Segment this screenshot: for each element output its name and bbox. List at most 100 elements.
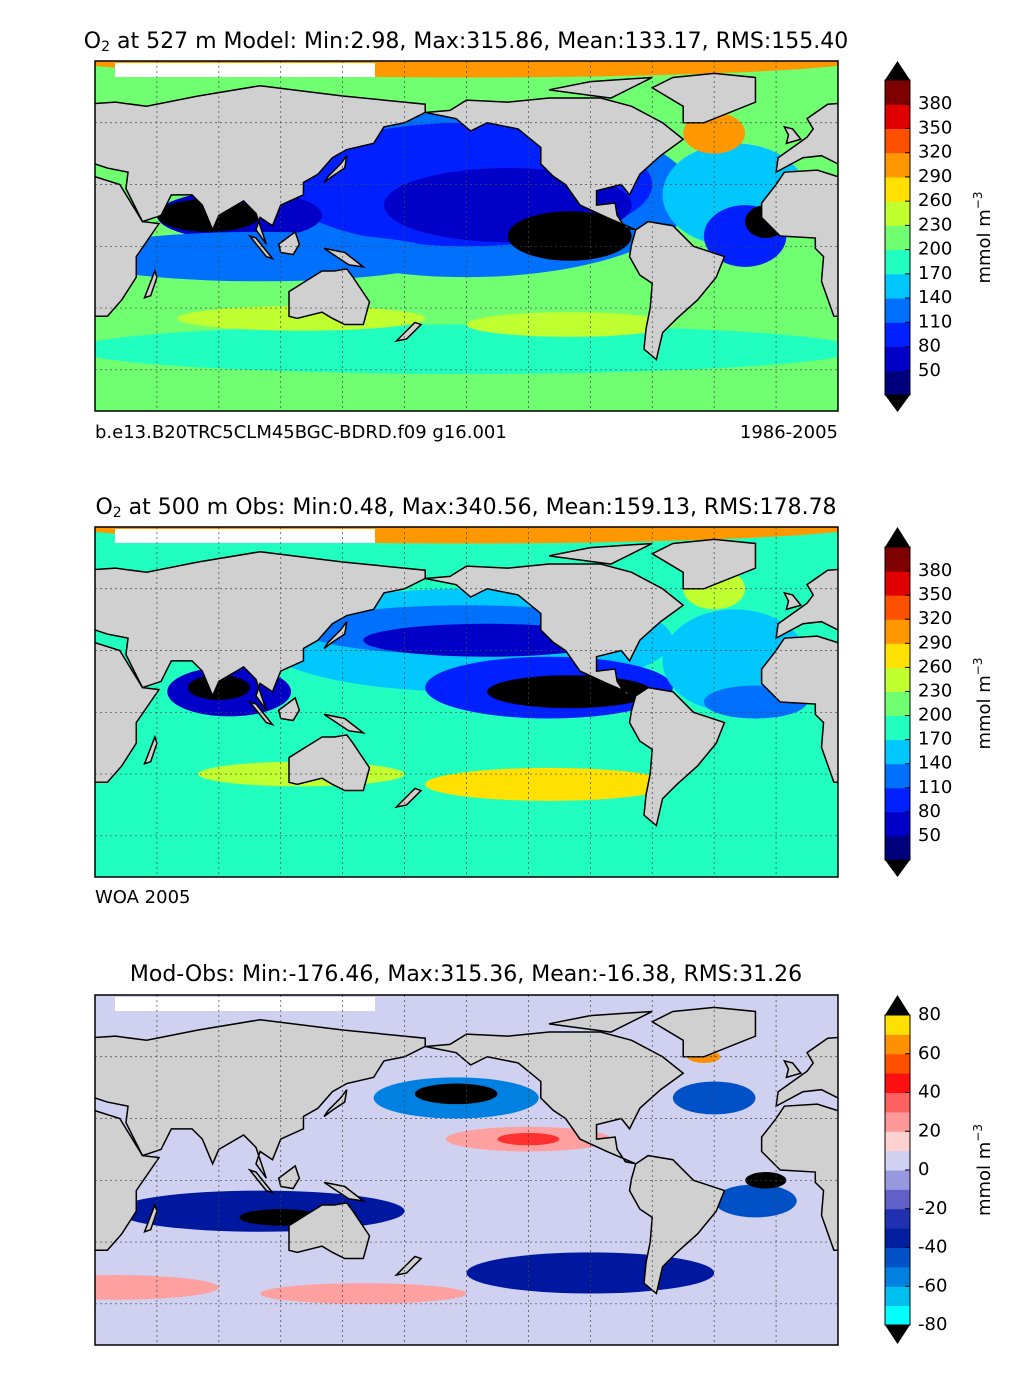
colorbar-band <box>885 128 910 154</box>
colorbar-tick-label: 0 <box>918 1159 929 1180</box>
colorbar-band <box>885 595 910 620</box>
ocean-field <box>466 1252 715 1294</box>
colorbar-band <box>885 1131 910 1152</box>
colorbar-extend-min <box>885 860 910 877</box>
colorbar-label-exponent: −3 <box>971 191 985 209</box>
colorbar-tick-label: 80 <box>918 801 941 822</box>
colorbar-frame <box>884 546 911 861</box>
polar-ice <box>115 63 375 77</box>
colorbar-label-text: mmol m <box>974 1142 995 1216</box>
land <box>323 1181 367 1203</box>
colorbar-label: mmol m−3 <box>971 191 996 283</box>
colorbar-extend-min <box>885 395 910 412</box>
land <box>95 1018 426 1179</box>
colorbar-frame <box>884 79 911 396</box>
colorbar-band <box>885 1266 910 1287</box>
colorbar-band <box>885 1111 910 1132</box>
colorbar-tick-label: 290 <box>918 632 952 653</box>
footer-left: WOA 2005 <box>95 887 191 908</box>
land <box>394 1255 423 1277</box>
colorbar-band <box>885 1208 910 1229</box>
land <box>394 321 423 343</box>
land <box>288 268 371 326</box>
land <box>288 734 371 792</box>
ocean-field <box>714 1184 797 1218</box>
colorbar-band <box>885 619 910 644</box>
land <box>323 1089 348 1118</box>
ocean-field <box>260 1283 467 1304</box>
colorbar-band <box>885 273 910 299</box>
colorbar-extend-max <box>885 995 910 1015</box>
colorbar-tick-label: 260 <box>918 656 952 677</box>
land <box>775 102 838 174</box>
land <box>425 1031 685 1165</box>
colorbar-band <box>885 322 910 348</box>
colorbar-tick-label: 380 <box>918 560 952 581</box>
colorbar-tick-label: 350 <box>918 117 952 138</box>
colorbar-tick-label: 140 <box>918 287 952 308</box>
colorbar-tick-label: 80 <box>918 336 941 357</box>
colorbar-tick-label: 40 <box>918 1082 941 1103</box>
colorbar-label-text: mmol m <box>974 675 995 749</box>
colorbar-extend-min <box>885 1325 910 1344</box>
colorbar-tick-label: 260 <box>918 190 952 211</box>
colorbar-band <box>885 787 910 813</box>
colorbar-band <box>885 691 910 717</box>
colorbar-band <box>885 643 910 668</box>
land <box>760 635 838 784</box>
title-text: Mod-Obs: Min:-176.46, Max:315.36, Mean:-… <box>130 962 802 987</box>
colorbar-tick-label: 170 <box>918 263 952 284</box>
map-frame <box>94 60 839 412</box>
land <box>650 538 757 590</box>
title-subscript: 2 <box>113 505 122 521</box>
land <box>782 591 803 611</box>
colorbar-band <box>885 715 910 741</box>
land <box>650 1006 757 1058</box>
colorbar-band <box>885 298 910 323</box>
colorbar-band <box>885 1189 910 1210</box>
title-species: O <box>84 29 101 54</box>
colorbar-tick-label: 50 <box>918 360 941 381</box>
colorbar-extend-max <box>885 61 910 80</box>
land <box>782 125 803 145</box>
land <box>628 220 726 361</box>
ocean-field <box>425 767 673 801</box>
colorbar-band <box>885 1073 910 1093</box>
ocean-field <box>95 1275 219 1300</box>
land <box>760 1103 838 1252</box>
ocean-field <box>414 1083 498 1105</box>
map <box>95 61 838 411</box>
colorbar-tick-label: 200 <box>918 239 952 260</box>
colorbar-tick-label: -40 <box>918 1237 947 1258</box>
colorbar-band <box>885 571 910 596</box>
colorbar-band <box>885 370 910 396</box>
polar-ice <box>115 529 375 543</box>
colorbar-band <box>885 1247 910 1268</box>
colorbar-band <box>885 176 910 202</box>
colorbar-band <box>885 763 910 789</box>
colorbar-tick-label: 20 <box>918 1120 941 1141</box>
land <box>323 247 367 269</box>
colorbar-band <box>885 80 910 105</box>
colorbar-band <box>885 1150 910 1171</box>
footer-right: 1986-2005 <box>740 422 838 443</box>
colorbar-band <box>885 1053 910 1074</box>
land <box>323 155 348 184</box>
title-text: at 500 m Obs: Min:0.48, Max:340.56, Mean… <box>122 495 837 520</box>
land <box>425 563 685 697</box>
land <box>650 72 757 124</box>
colorbar-tick-label: 230 <box>918 214 952 235</box>
colorbar-band <box>885 667 910 692</box>
land <box>95 84 426 245</box>
colorbar-tick-label: 170 <box>918 729 952 750</box>
colorbar-tick-label: 140 <box>918 753 952 774</box>
colorbar-band <box>885 739 910 765</box>
colorbar-band <box>885 1305 910 1326</box>
land <box>247 700 275 727</box>
land <box>247 1168 275 1195</box>
colorbar-tick-label: 230 <box>918 680 952 701</box>
ocean-field <box>507 211 632 261</box>
land <box>782 1059 803 1079</box>
land <box>760 169 838 318</box>
colorbar-tick-label: 290 <box>918 166 952 187</box>
